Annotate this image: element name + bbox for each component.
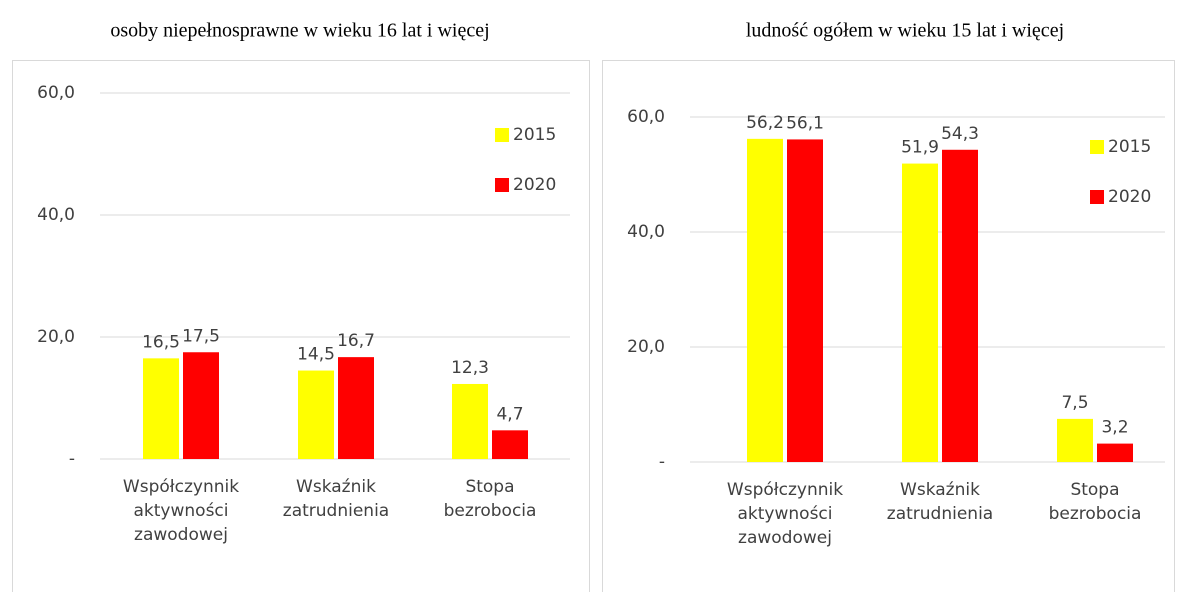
x-tick-label: Współczynnik aktywności zawodowej — [122, 477, 240, 545]
y-tick-label: - — [659, 452, 665, 472]
y-tick-label: 20,0 — [627, 337, 665, 357]
data-label: 56,2 — [746, 113, 784, 133]
bar — [298, 370, 334, 459]
data-label: 7,5 — [1061, 393, 1088, 413]
y-tick-label: 60,0 — [37, 83, 75, 103]
data-label: 54,3 — [941, 124, 979, 144]
bar — [492, 430, 528, 459]
y-tick-label: 40,0 — [627, 222, 665, 242]
x-tick-label: Stopa bezrobocia — [1048, 480, 1142, 524]
data-label: 4,7 — [496, 404, 523, 424]
data-label: 14,5 — [297, 345, 335, 365]
x-tick-label: Stopa bezrobocia — [443, 477, 537, 521]
data-label: 17,5 — [182, 326, 220, 346]
x-tick-label: Wskaźnik zatrudnienia — [886, 480, 994, 524]
data-label: 3,2 — [1101, 418, 1128, 438]
x-tick-label: Wskaźnik zatrudnienia — [282, 477, 390, 521]
legend-label: 2015 — [1108, 137, 1151, 157]
bar — [747, 138, 783, 462]
legend-label: 2015 — [513, 125, 556, 145]
bar — [338, 357, 374, 459]
legend-label: 2020 — [513, 175, 556, 195]
chart-title: osoby niepełnosprawne w wieku 16 lat i w… — [110, 20, 489, 42]
x-tick-label: Współczynnik aktywności zawodowej — [726, 480, 844, 548]
chart-frame — [12, 60, 590, 592]
data-label: 16,5 — [142, 332, 180, 352]
bar — [1057, 418, 1093, 462]
data-label: 16,7 — [337, 331, 375, 351]
y-tick-label: - — [69, 449, 75, 469]
legend-swatch — [495, 128, 509, 142]
bar — [942, 149, 978, 462]
y-tick-label: 20,0 — [37, 327, 75, 347]
legend-label: 2020 — [1108, 187, 1151, 207]
y-tick-label: 40,0 — [37, 205, 75, 225]
bar — [1097, 443, 1133, 462]
data-label: 12,3 — [451, 358, 489, 378]
y-tick-label: 60,0 — [627, 107, 665, 127]
bar — [902, 163, 938, 462]
legend-swatch — [1090, 140, 1104, 154]
data-label: 56,1 — [786, 113, 824, 133]
bar — [183, 352, 219, 459]
chart-frame — [602, 60, 1175, 592]
bar — [452, 383, 488, 459]
bar — [143, 358, 179, 459]
bar — [787, 139, 823, 463]
legend-swatch — [1090, 190, 1104, 204]
data-label: 51,9 — [901, 138, 939, 158]
chart-title: ludność ogółem w wieku 15 lat i więcej — [746, 20, 1064, 42]
legend-swatch — [495, 178, 509, 192]
